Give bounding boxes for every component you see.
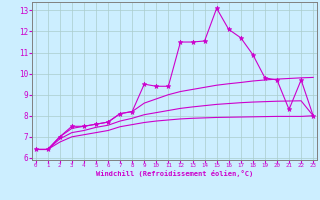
X-axis label: Windchill (Refroidissement éolien,°C): Windchill (Refroidissement éolien,°C) — [96, 170, 253, 177]
